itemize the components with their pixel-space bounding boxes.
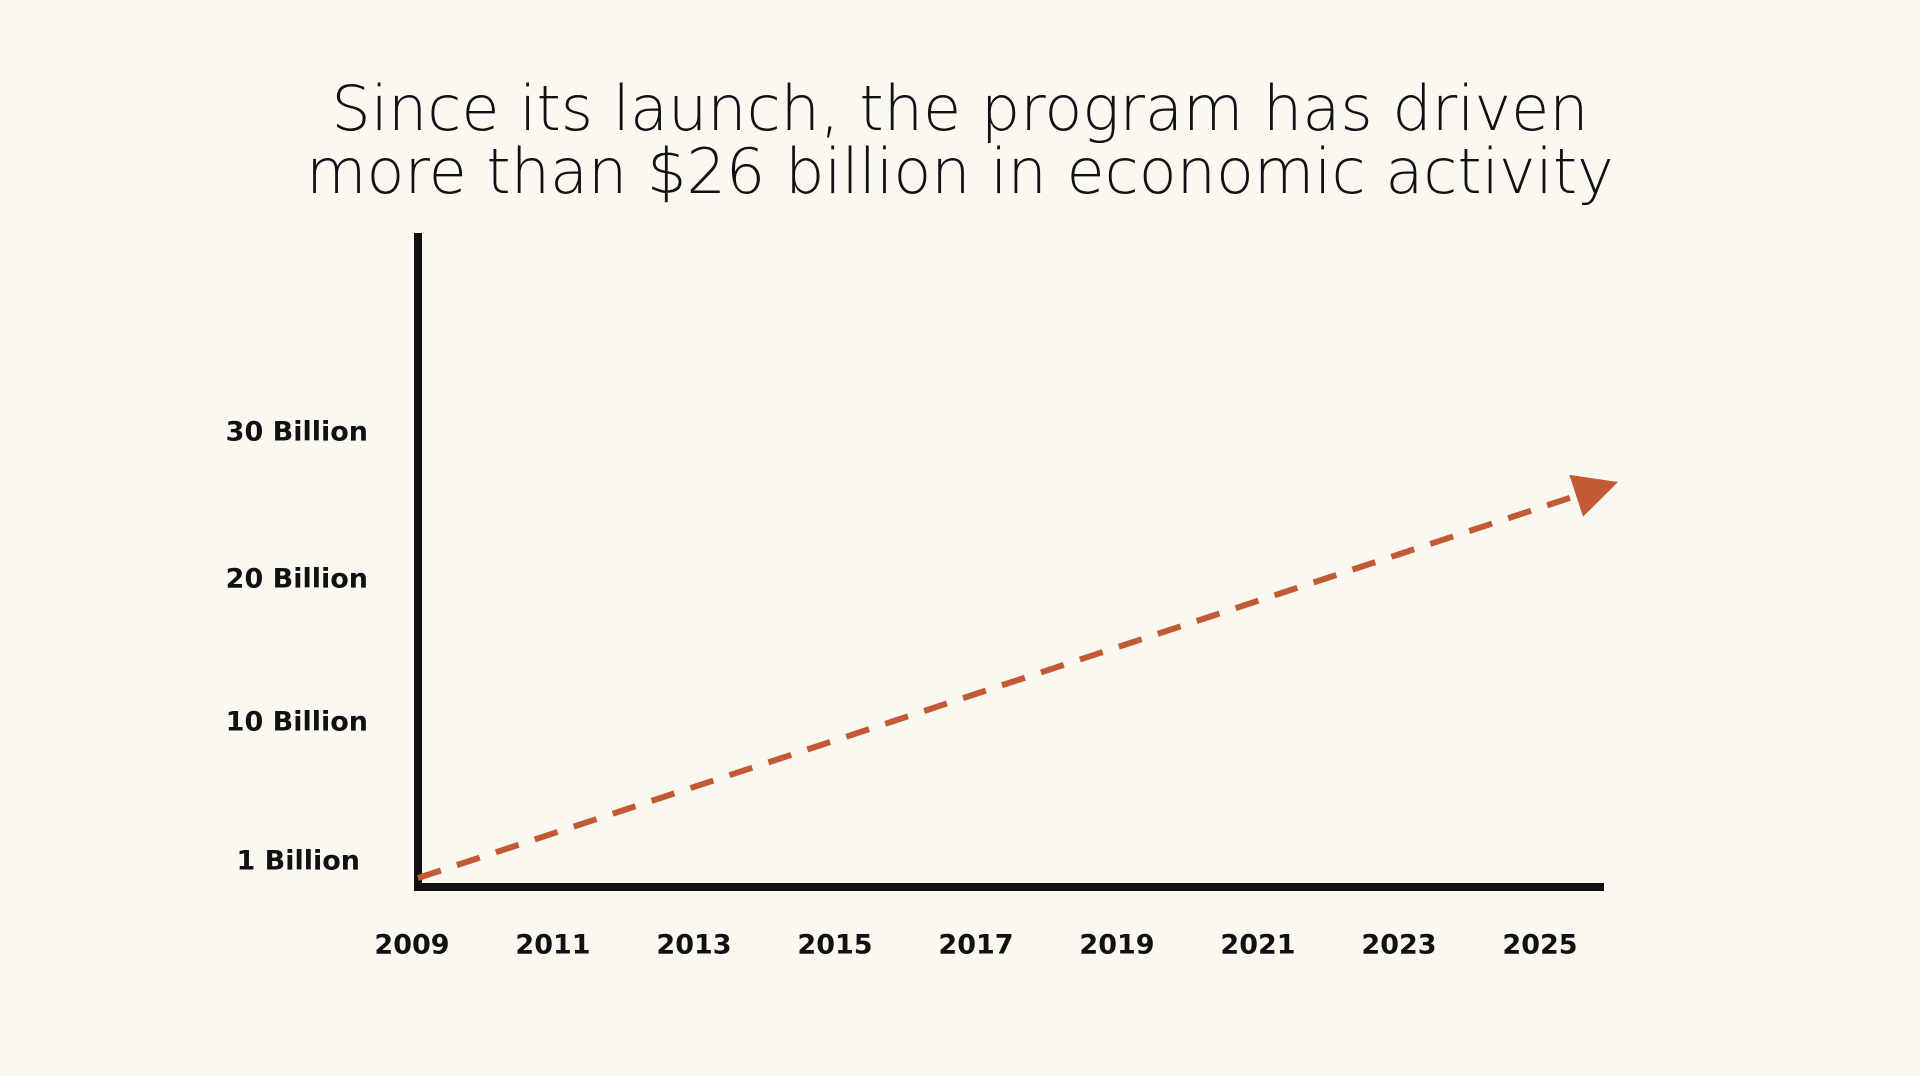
y-tick-label: 20 Billion [226,564,368,595]
y-tick-labels: 1 Billion 10 Billion 20 Billion 30 Billion [226,417,368,877]
y-tick-label: 1 Billion [236,846,360,877]
chart-title-line-2: more than $26 billion in economic activi… [306,135,1614,208]
series-arrowhead [1569,474,1618,517]
y-tick-label: 30 Billion [226,417,368,448]
x-tick-label: 2011 [515,930,590,961]
y-tick-label: 10 Billion [226,707,368,738]
x-tick-label: 2015 [797,930,872,961]
x-tick-label: 2023 [1361,930,1436,961]
x-tick-label: 2017 [938,930,1013,961]
series-dashed-line [417,492,1578,881]
x-tick-label: 2009 [374,930,449,961]
axes [414,233,1604,891]
x-tick-label: 2021 [1220,930,1295,961]
x-tick-labels: 2009 2011 2013 2015 2017 2019 2021 2023 2025 [374,930,1577,961]
series-group [417,474,1618,881]
x-tick-label: 2025 [1502,930,1577,961]
x-tick-label: 2019 [1079,930,1154,961]
chart-title-line-1: Since its launch, the program has driven [331,72,1589,145]
x-tick-label: 2013 [656,930,731,961]
